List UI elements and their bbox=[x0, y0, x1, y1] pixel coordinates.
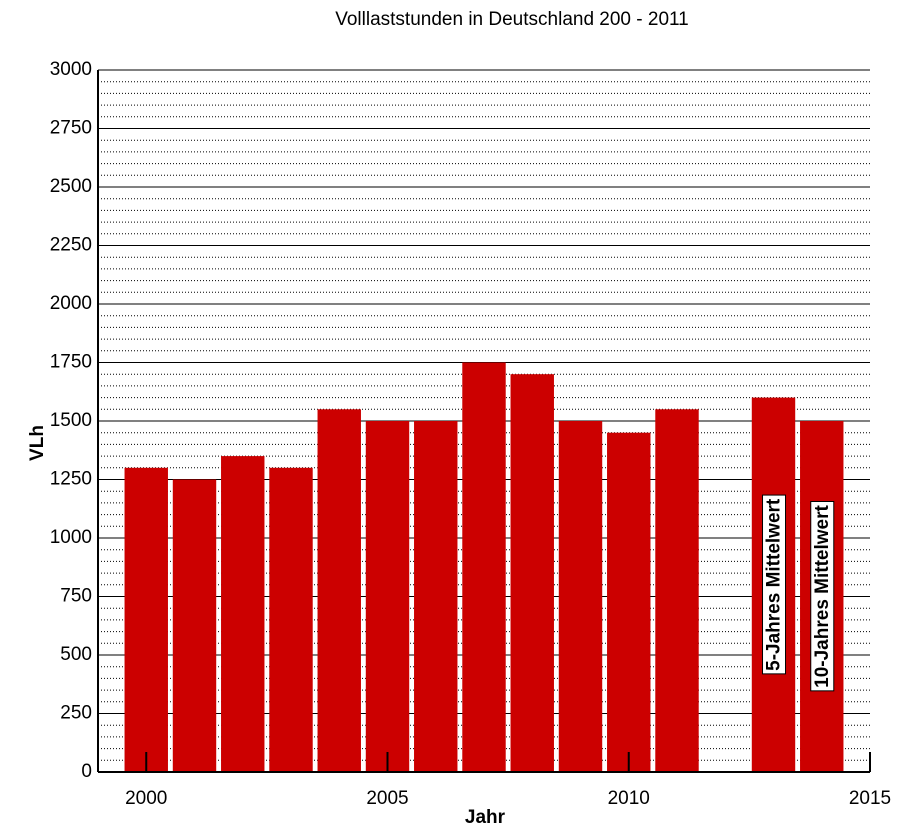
y-tick-label: 2250 bbox=[50, 235, 92, 256]
y-tick-label: 250 bbox=[60, 703, 92, 724]
annotation-box bbox=[810, 500, 835, 692]
y-axis-label: VLh bbox=[27, 425, 48, 461]
y-tick-label: 1500 bbox=[50, 410, 92, 431]
bar bbox=[221, 456, 265, 772]
bar bbox=[462, 362, 506, 772]
y-tick-label: 500 bbox=[60, 644, 92, 665]
x-tick-label: 2005 bbox=[366, 788, 408, 809]
y-tick-label: 1250 bbox=[50, 469, 92, 490]
y-tick-label: 3000 bbox=[50, 59, 92, 80]
chart-title: Volllaststunden in Deutschland 200 - 201… bbox=[335, 9, 689, 30]
bar-annotation: 10-Jahres Mittelwert bbox=[810, 500, 835, 692]
x-tick-label: 2000 bbox=[125, 788, 167, 809]
bar bbox=[365, 421, 410, 772]
y-tick-label: 1000 bbox=[50, 527, 92, 548]
bar bbox=[607, 432, 651, 772]
x-axis-label: Jahr bbox=[465, 807, 506, 828]
bar bbox=[317, 409, 361, 772]
y-tick-label: 2500 bbox=[50, 176, 92, 197]
x-tick-label: 2010 bbox=[608, 788, 650, 809]
bar-annotation: 5-Jahres Mittelwert bbox=[762, 494, 787, 675]
annotation-text: 10-Jahres Mittelwert bbox=[812, 504, 833, 687]
annotation-box bbox=[762, 494, 787, 675]
bar bbox=[558, 421, 603, 772]
bar bbox=[655, 409, 699, 772]
bar bbox=[510, 374, 554, 772]
y-tick-label: 0 bbox=[81, 761, 92, 782]
x-tick-label: 2015 bbox=[849, 788, 891, 809]
bar bbox=[172, 479, 217, 772]
bar bbox=[269, 467, 313, 772]
y-tick-label: 1750 bbox=[50, 352, 92, 373]
bar bbox=[414, 421, 458, 772]
y-tick-label: 750 bbox=[60, 586, 92, 607]
y-tick-label: 2750 bbox=[50, 118, 92, 139]
bar bbox=[124, 467, 168, 772]
y-tick-label: 2000 bbox=[50, 293, 92, 314]
annotation-text: 5-Jahres Mittelwert bbox=[764, 498, 785, 671]
